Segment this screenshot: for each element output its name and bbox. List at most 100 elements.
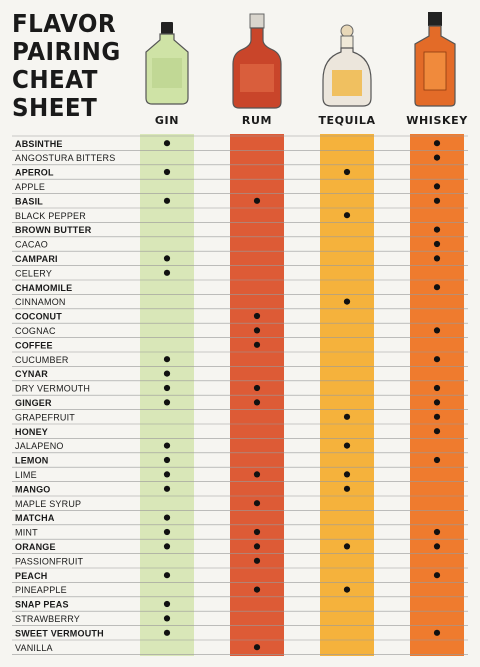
row-label: CHAMOMILE — [15, 283, 72, 293]
bottle-illustrations — [145, 12, 456, 109]
row-label: CUCUMBER — [15, 355, 69, 365]
column-headers: GIN RUM TEQUILA WHISKEY — [155, 114, 468, 127]
pairing-dot-whiskey — [433, 140, 441, 147]
page-title: FLAVOR PAIRING CHEAT SHEET — [12, 10, 121, 122]
pairing-dot-gin — [163, 514, 171, 521]
gin-bottle-icon — [145, 22, 189, 105]
pairing-dot-whiskey — [433, 543, 441, 550]
pairing-dot-gin — [163, 370, 171, 377]
pairing-dot-rum — [253, 543, 261, 550]
pairing-dot-gin — [163, 456, 171, 464]
row-label: PASSIONFRUIT — [15, 556, 84, 566]
pairing-dot-gin — [163, 399, 171, 406]
pairing-dot-rum — [253, 528, 261, 536]
pairing-dot-whiskey — [433, 183, 441, 190]
row-label: PINEAPPLE — [15, 585, 67, 595]
row-label: COGNAC — [15, 326, 56, 336]
pairing-dot-whiskey — [433, 572, 441, 579]
row-label: BASIL — [15, 196, 43, 206]
pairing-dot-rum — [253, 471, 261, 478]
pairing-dot-gin — [163, 543, 171, 550]
pairing-dot-gin — [163, 168, 171, 176]
row-label: GRAPEFRUIT — [15, 412, 75, 422]
pairing-dot-whiskey — [433, 255, 441, 262]
row-label: BROWN BUTTER — [15, 225, 92, 235]
row-label: SNAP PEAS — [15, 600, 69, 610]
pairing-dot-whiskey — [433, 356, 441, 363]
pairing-dot-whiskey — [433, 197, 441, 204]
pairing-dot-rum — [253, 557, 261, 564]
row-label: MATCHA — [15, 513, 55, 523]
pairing-dot-gin — [163, 615, 171, 622]
row-label: DRY VERMOUTH — [15, 384, 90, 394]
row-label: CAMPARI — [15, 254, 58, 264]
tequila-bottle-icon — [322, 24, 372, 107]
pairing-dot-gin — [163, 442, 171, 449]
row-label: APPLE — [15, 182, 45, 192]
row-label: VANILLA — [15, 643, 53, 653]
row-label: CINNAMON — [15, 297, 66, 307]
pairing-dot-whiskey — [433, 428, 441, 435]
row-label: ABSINTHE — [15, 139, 63, 149]
row-label: SWEET VERMOUTH — [15, 628, 104, 638]
pairing-dot-whiskey — [433, 154, 441, 161]
pairing-dot-rum — [253, 197, 261, 204]
title-line-3: CHEAT — [12, 65, 98, 94]
pairing-dot-tequila — [343, 442, 351, 449]
pairing-dot-gin — [163, 600, 171, 608]
row-label: LEMON — [15, 456, 49, 466]
pairing-dot-gin — [163, 269, 171, 276]
pairing-dot-tequila — [343, 413, 351, 420]
pairing-dot-rum — [253, 500, 261, 507]
row-lines — [12, 135, 468, 655]
title-line-1: FLAVOR — [12, 9, 117, 38]
pairing-dot-gin — [163, 629, 171, 636]
pairing-dot-rum — [253, 327, 261, 334]
row-label: ORANGE — [15, 542, 56, 552]
row-label: ANGOSTURA BITTERS — [15, 153, 115, 163]
row-label: JALAPENO — [15, 441, 64, 451]
pairing-dot-gin — [163, 140, 171, 147]
pairing-dot-tequila — [343, 543, 351, 550]
column-header-whiskey: WHISKEY — [406, 114, 468, 127]
title-line-4: SHEET — [12, 93, 98, 122]
column-header-rum: RUM — [242, 114, 272, 127]
column-header-gin: GIN — [155, 114, 179, 127]
pairing-dot-tequila — [343, 168, 351, 176]
pairing-dot-whiskey — [433, 240, 441, 248]
row-label: CYNAR — [15, 369, 48, 379]
pairing-dot-gin — [163, 471, 171, 478]
row-label: MINT — [15, 528, 38, 538]
row-label: GINGER — [15, 398, 52, 408]
row-labels: ABSINTHE ANGOSTURA BITTERS APEROL APPLE BASI… — [15, 139, 115, 653]
pairing-dot-whiskey — [433, 413, 441, 420]
pairing-dot-whiskey — [433, 528, 441, 536]
pairing-dot-whiskey — [433, 327, 441, 334]
pairing-dot-whiskey — [433, 456, 441, 464]
pairing-dot-rum — [253, 341, 261, 348]
pairing-dot-rum — [253, 644, 261, 651]
column-header-tequila: TEQUILA — [318, 114, 375, 127]
pairing-dot-rum — [253, 586, 261, 593]
pairing-dot-whiskey — [433, 284, 441, 291]
pairing-dot-tequila — [343, 298, 351, 305]
row-label: CELERY — [15, 268, 52, 278]
pairing-dot-rum — [253, 399, 261, 406]
pairing-dot-whiskey — [433, 629, 441, 636]
row-label: LIME — [15, 470, 37, 480]
pairing-dot-gin — [163, 356, 171, 363]
pairing-dot-gin — [163, 485, 171, 492]
row-label: PEACH — [15, 571, 48, 581]
pairing-dots — [163, 140, 441, 651]
pairing-dot-gin — [163, 255, 171, 262]
pairing-dot-tequila — [343, 471, 351, 478]
row-label: BLACK PEPPER — [15, 211, 86, 221]
title-line-2: PAIRING — [12, 37, 121, 66]
row-label: MAPLE SYRUP — [15, 499, 81, 509]
row-label: STRAWBERRY — [15, 614, 80, 624]
pairing-dot-gin — [163, 528, 171, 536]
pairing-dot-whiskey — [433, 384, 441, 392]
row-label: CACAO — [15, 240, 48, 250]
pairing-dot-tequila — [343, 212, 351, 219]
